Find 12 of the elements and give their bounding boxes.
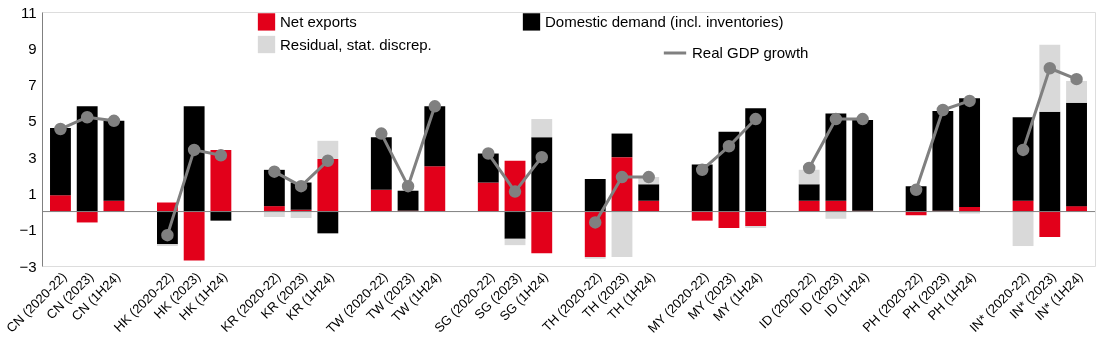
legend-label: Residual, stat. discrep. xyxy=(280,35,432,53)
y-tick-label: 1 xyxy=(28,184,37,202)
y-tick-label: 5 xyxy=(28,112,37,130)
y-tick-label: 9 xyxy=(28,39,37,57)
y-tick-label: 11 xyxy=(20,3,37,21)
y-tick-label: 3 xyxy=(28,148,37,166)
legend-label: Real GDP growth xyxy=(692,44,809,61)
legend-label: Domestic demand (incl. inventories) xyxy=(545,12,784,30)
y-tick-label: −3 xyxy=(19,257,37,275)
y-tick-label: −1 xyxy=(19,221,37,239)
y-tick-label: 7 xyxy=(28,76,37,94)
legend-label: Net exports xyxy=(280,12,357,30)
